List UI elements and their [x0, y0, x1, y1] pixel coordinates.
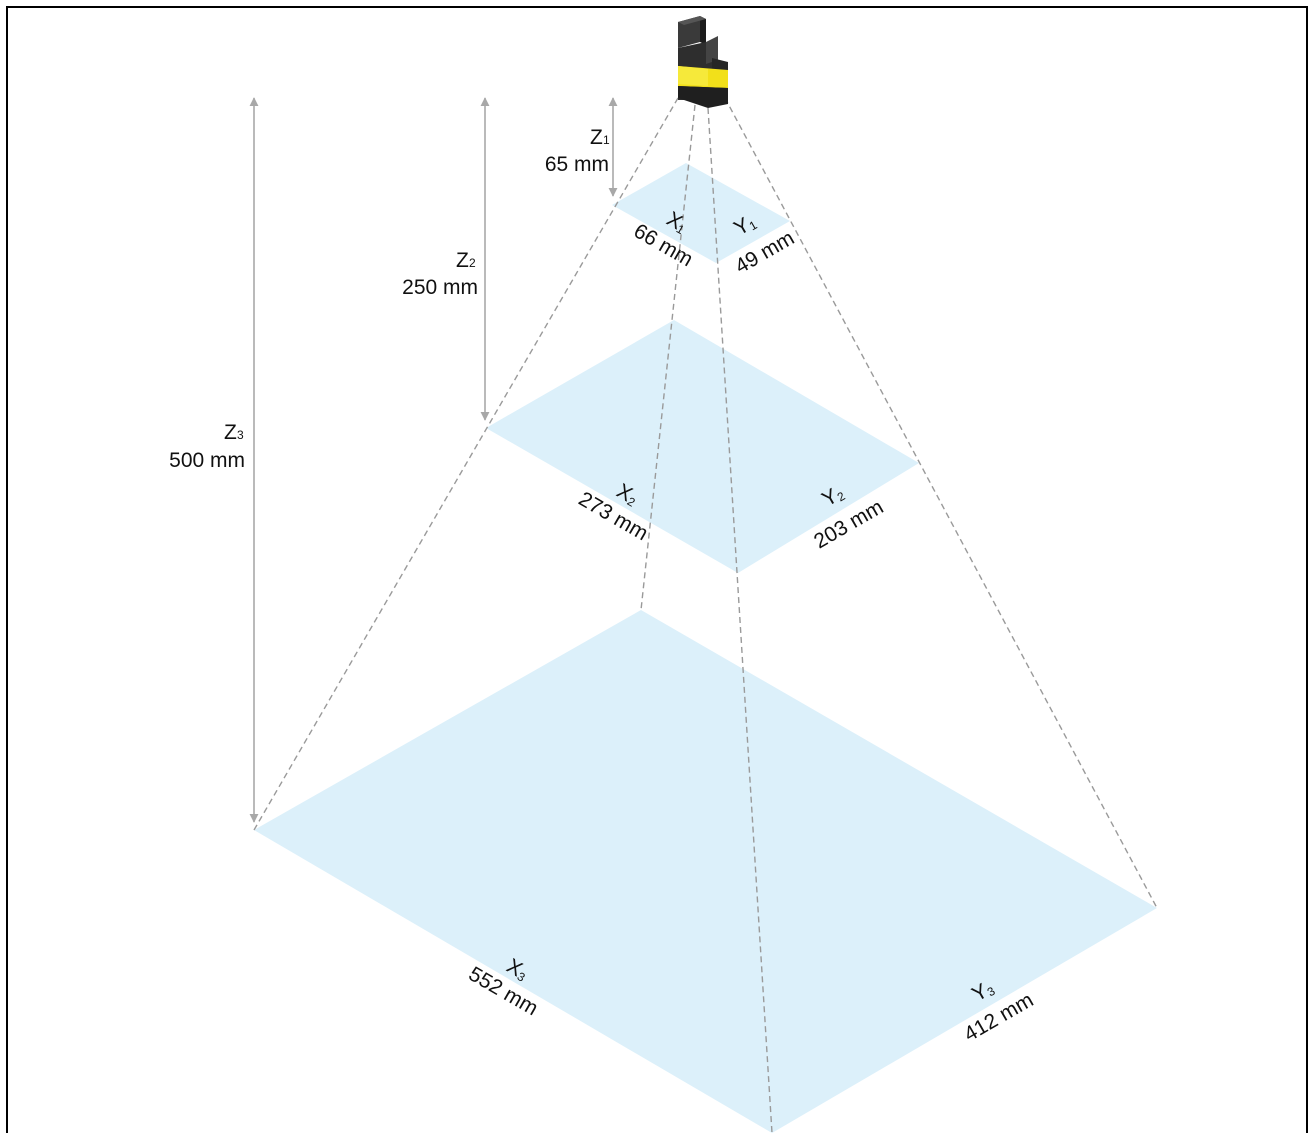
- fov-plane-1: [612, 163, 790, 263]
- z3-subscript: 3: [237, 428, 244, 442]
- ray-right: [724, 97, 1158, 909]
- z1-letter: Z: [590, 126, 603, 149]
- fov-plane-2: [486, 320, 919, 573]
- z1-value: 65 mm: [545, 153, 609, 176]
- z2-subscript: 2: [469, 256, 476, 270]
- ray-front: [707, 107, 773, 1134]
- z2-value: 250 mm: [402, 276, 478, 299]
- z2-letter: Z: [456, 249, 469, 272]
- z3-letter: Z: [224, 421, 237, 444]
- figure-border: [6, 6, 1308, 1138]
- z1-subscript: 1: [603, 133, 610, 147]
- ray-left: [253, 97, 679, 831]
- z3-value: 500 mm: [169, 449, 245, 472]
- fov-plane-3: [254, 610, 1157, 1133]
- dimension-arrows: [249, 97, 618, 823]
- field-of-view-rays: [253, 97, 1158, 1134]
- camera-sensor-icon: [678, 16, 728, 108]
- ray-back: [640, 104, 696, 611]
